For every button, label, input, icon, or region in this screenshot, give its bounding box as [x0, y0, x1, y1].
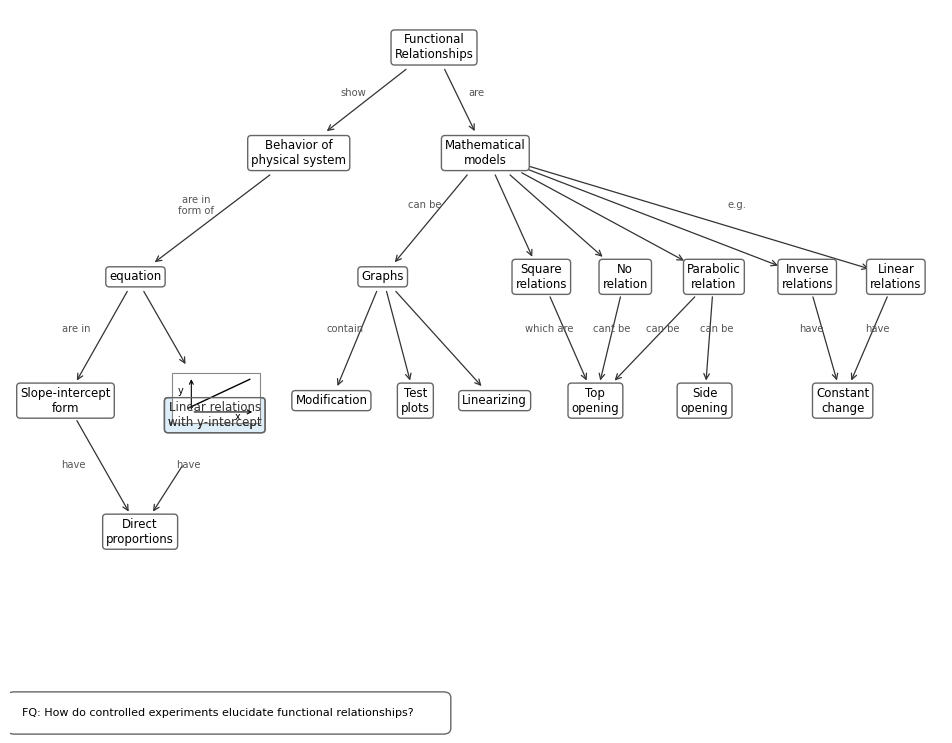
- Text: have: have: [800, 324, 824, 334]
- Text: can be: can be: [408, 201, 442, 210]
- Text: equation: equation: [109, 270, 162, 283]
- Text: Side
opening: Side opening: [681, 386, 728, 415]
- Text: are in: are in: [63, 324, 91, 334]
- Text: Functional
Relationships: Functional Relationships: [394, 33, 473, 62]
- FancyBboxPatch shape: [172, 374, 260, 423]
- Text: Top
opening: Top opening: [571, 386, 620, 415]
- Text: Mathematical
models: Mathematical models: [445, 139, 526, 167]
- Text: Test
plots: Test plots: [401, 386, 429, 415]
- Text: Linear
relations: Linear relations: [870, 263, 922, 291]
- Text: Constant
change: Constant change: [816, 386, 869, 415]
- Text: are: are: [468, 88, 484, 98]
- Text: can be: can be: [645, 324, 680, 334]
- Text: No
relation: No relation: [603, 263, 648, 291]
- Text: contain: contain: [327, 324, 364, 334]
- Text: show: show: [340, 88, 366, 98]
- Text: Linear relations
with y-intercept: Linear relations with y-intercept: [168, 401, 262, 429]
- Text: Inverse
relations: Inverse relations: [782, 263, 833, 291]
- Text: have: have: [865, 324, 889, 334]
- Text: Behavior of
physical system: Behavior of physical system: [251, 139, 347, 167]
- Text: have: have: [176, 460, 201, 470]
- Text: x: x: [234, 412, 240, 422]
- Text: y: y: [178, 386, 184, 396]
- FancyBboxPatch shape: [7, 692, 451, 734]
- Text: Modification: Modification: [295, 394, 367, 407]
- Text: have: have: [61, 460, 86, 470]
- Text: Graphs: Graphs: [362, 270, 404, 283]
- Text: e.g.: e.g.: [727, 201, 746, 210]
- Text: FQ: How do controlled experiments elucidate functional relationships?: FQ: How do controlled experiments elucid…: [22, 708, 413, 718]
- Text: Parabolic
relation: Parabolic relation: [687, 263, 741, 291]
- Text: Slope-intercept
form: Slope-intercept form: [20, 386, 110, 415]
- Text: Linearizing: Linearizing: [463, 394, 527, 407]
- Text: Linear relations
with y-intercept: Linear relations with y-intercept: [168, 401, 262, 429]
- Text: Square
relations: Square relations: [516, 263, 567, 291]
- Text: which are: which are: [525, 324, 573, 334]
- Text: are in
form of: are in form of: [178, 195, 214, 216]
- Text: cant be: cant be: [592, 324, 630, 334]
- Text: Direct
proportions: Direct proportions: [107, 518, 174, 545]
- Text: can be: can be: [700, 324, 733, 334]
